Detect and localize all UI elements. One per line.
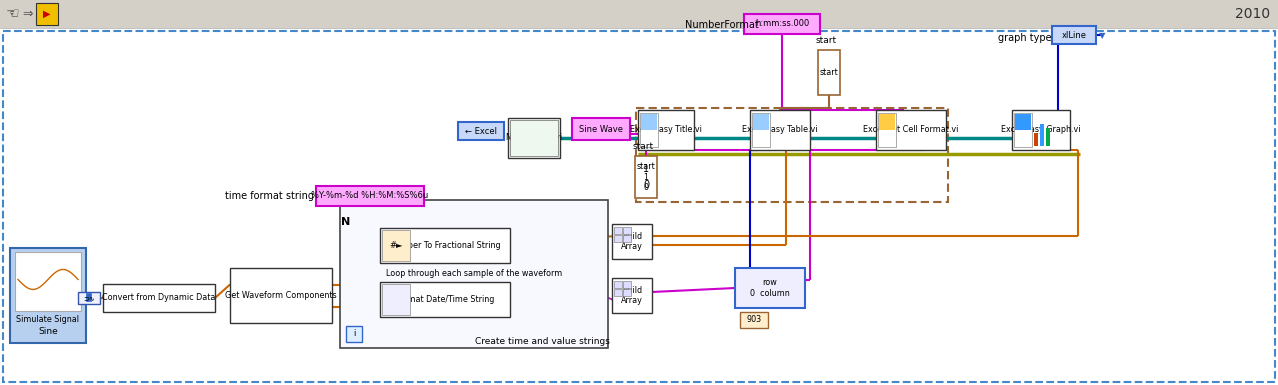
Bar — [1015, 114, 1031, 130]
Bar — [622, 281, 631, 288]
Text: Build
Array: Build Array — [621, 232, 643, 251]
Bar — [875, 110, 946, 150]
Bar — [613, 227, 622, 234]
Text: Simulate Signal
Sine: Simulate Signal Sine — [17, 286, 79, 305]
Text: start: start — [819, 68, 838, 77]
Bar — [635, 156, 657, 198]
Text: Loop through each sample of the waveform: Loop through each sample of the waveform — [386, 270, 562, 278]
Bar — [636, 108, 948, 202]
Bar — [613, 235, 622, 242]
Text: start: start — [633, 142, 654, 151]
Bar — [78, 292, 100, 304]
Bar — [382, 230, 410, 261]
Text: N: N — [341, 217, 350, 227]
Text: Number To Fractional String: Number To Fractional String — [390, 241, 501, 250]
Text: ▶: ▶ — [43, 9, 51, 19]
Text: Create time and value strings: Create time and value strings — [475, 338, 610, 346]
Text: Sine: Sine — [38, 327, 58, 336]
Text: h:mm:ss.000: h:mm:ss.000 — [755, 20, 809, 28]
Text: ☜: ☜ — [5, 7, 19, 22]
Bar — [382, 284, 410, 315]
Text: %Y-%m-%d %H:%M:%S%6u: %Y-%m-%d %H:%M:%S%6u — [312, 191, 428, 201]
Text: xlLine: xlLine — [1062, 30, 1086, 40]
Bar — [380, 282, 510, 317]
Bar — [230, 268, 332, 323]
Text: 1: 1 — [643, 164, 649, 174]
Bar — [744, 14, 820, 34]
Text: New Report.vi: New Report.vi — [506, 134, 562, 142]
Text: Excel Set Cell Format.vi: Excel Set Cell Format.vi — [864, 126, 958, 134]
Bar — [622, 235, 631, 242]
Bar — [1040, 124, 1044, 146]
Text: ← Excel: ← Excel — [465, 127, 497, 136]
Text: 2010: 2010 — [1235, 7, 1270, 21]
Bar — [1012, 110, 1070, 150]
Bar — [612, 278, 652, 313]
Bar — [878, 113, 896, 147]
Text: Excel Easy Title.vi: Excel Easy Title.vi — [630, 126, 702, 134]
Bar — [1034, 133, 1038, 146]
Text: ⇒: ⇒ — [23, 7, 33, 20]
Bar — [612, 224, 652, 259]
Text: 903: 903 — [746, 315, 762, 325]
Bar — [1052, 26, 1097, 44]
Text: Simulate Signal: Simulate Signal — [17, 315, 79, 324]
Text: 0: 0 — [643, 181, 649, 191]
Bar — [507, 118, 560, 158]
Bar — [1045, 129, 1051, 146]
Text: row
0  column: row 0 column — [750, 278, 790, 298]
Text: start: start — [815, 36, 837, 45]
Text: Format Date/Time String: Format Date/Time String — [395, 295, 495, 304]
Bar — [879, 114, 895, 130]
Text: Convert from Dynamic Data: Convert from Dynamic Data — [102, 293, 216, 303]
Bar — [15, 252, 81, 311]
Bar — [750, 110, 810, 150]
Bar — [0, 0, 1278, 28]
Bar — [642, 114, 657, 130]
FancyBboxPatch shape — [36, 3, 58, 25]
Bar — [86, 293, 91, 301]
Bar — [613, 281, 622, 288]
Bar — [380, 228, 510, 263]
Bar — [458, 122, 504, 140]
Bar — [510, 120, 558, 156]
Text: graph type: graph type — [998, 33, 1052, 43]
Bar — [622, 289, 631, 296]
Bar — [346, 326, 362, 342]
Bar — [104, 284, 215, 312]
Bar — [753, 114, 769, 130]
Text: Get Waveform Components: Get Waveform Components — [225, 291, 337, 300]
Bar — [622, 227, 631, 234]
Bar — [340, 200, 608, 348]
Bar — [735, 268, 805, 308]
Bar — [818, 50, 840, 95]
Text: ⊃∿: ⊃∿ — [83, 295, 95, 301]
Text: Sine Wave: Sine Wave — [579, 124, 622, 134]
Bar — [316, 186, 424, 206]
Bar — [10, 248, 86, 343]
Text: Excel Easy Graph.vi: Excel Easy Graph.vi — [1001, 126, 1081, 134]
Bar — [573, 118, 630, 140]
Bar — [613, 289, 622, 296]
Bar — [640, 113, 658, 147]
Text: #►: #► — [390, 241, 403, 250]
Text: NumberFormat: NumberFormat — [685, 20, 759, 30]
Bar — [1013, 113, 1033, 147]
Text: Build
Array: Build Array — [621, 286, 643, 305]
Text: time format string: time format string — [225, 191, 314, 201]
Text: Excel Easy Table.vi: Excel Easy Table.vi — [743, 126, 818, 134]
Bar — [751, 113, 771, 147]
Bar — [740, 312, 768, 328]
Text: i: i — [353, 330, 355, 338]
Text: start
1
0: start 1 0 — [636, 162, 656, 192]
Bar — [638, 110, 694, 150]
Text: ▼: ▼ — [1099, 32, 1105, 40]
